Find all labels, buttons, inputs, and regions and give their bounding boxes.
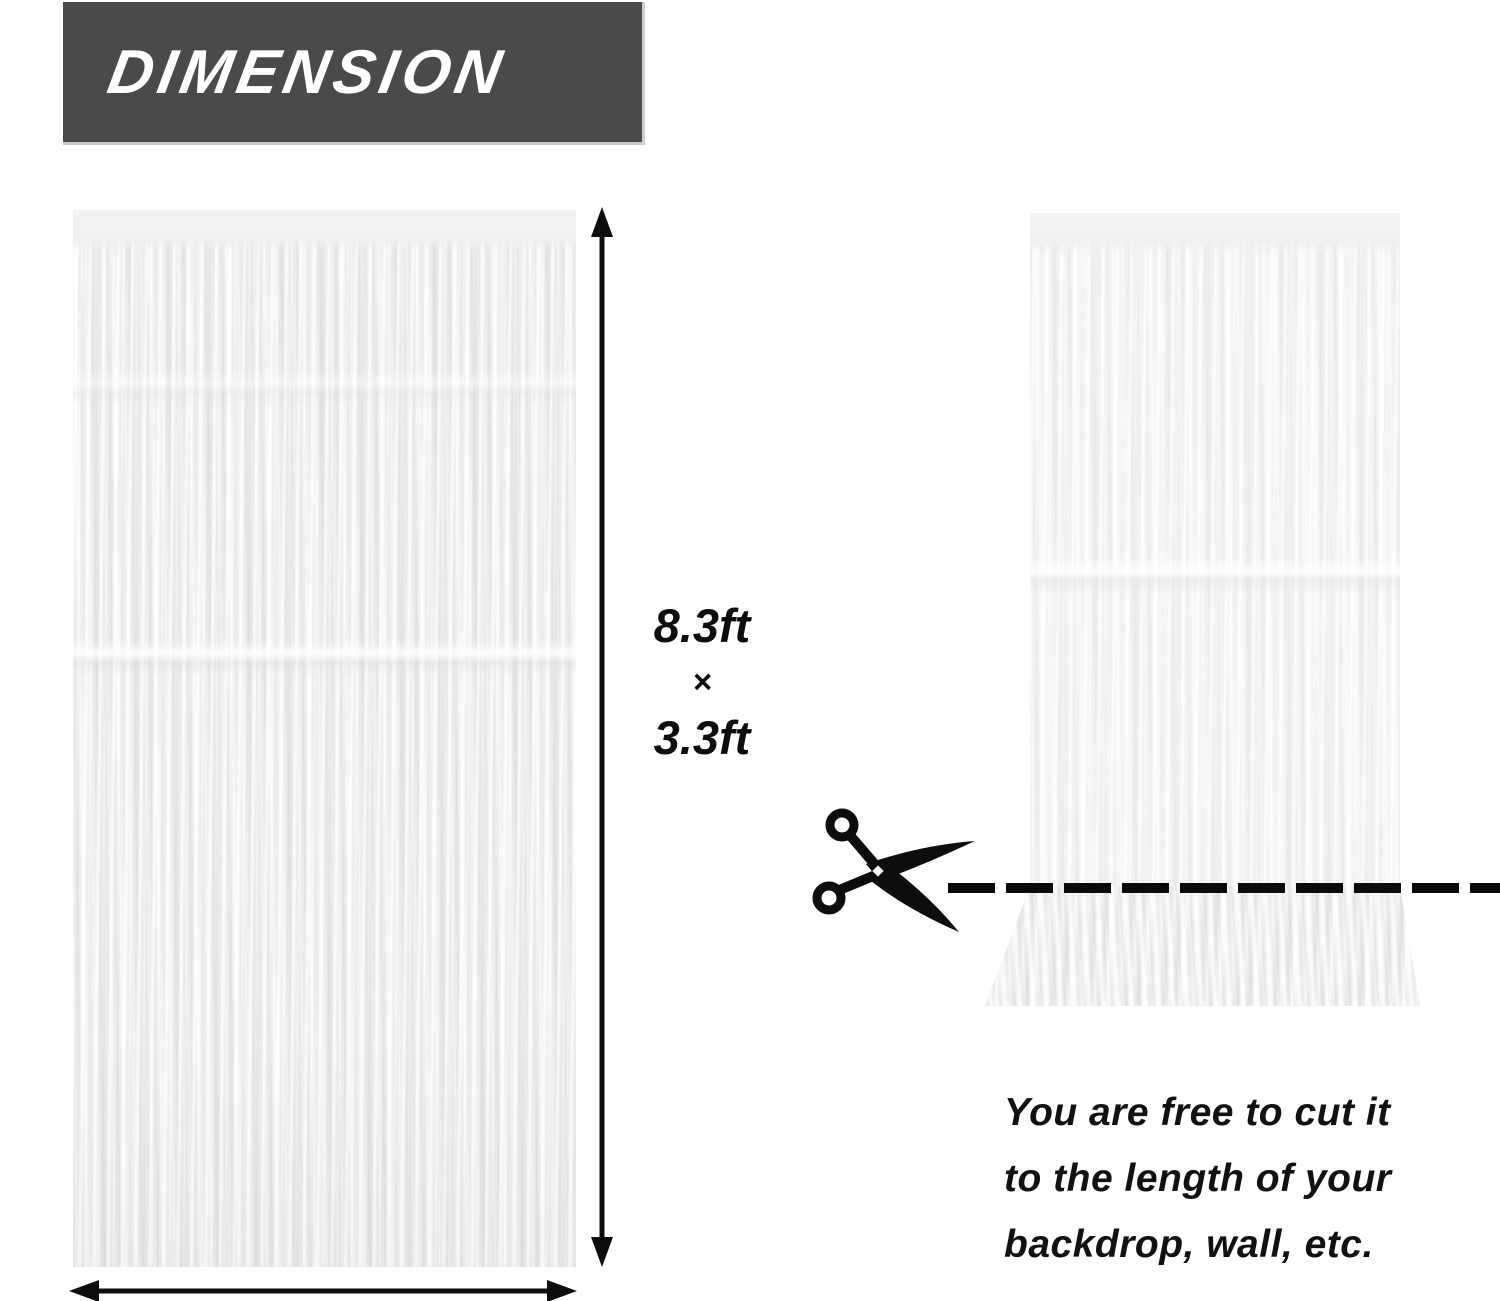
height-value: 8.3ft <box>653 599 751 652</box>
full-curtain-image <box>73 210 576 1267</box>
size-annotation: 8.3ft × 3.3ft <box>617 598 787 766</box>
cut-curtain-image <box>1030 213 1400 890</box>
cut-curtain-skirt-texture <box>985 886 1420 1006</box>
curtain-header-band <box>1030 213 1400 255</box>
curtain-crease <box>73 370 576 406</box>
cut-note: You are free to cut it to the length of … <box>1004 1080 1494 1278</box>
multiplication-sign: × <box>692 663 712 700</box>
cut-note-line: You are free to cut it <box>1004 1091 1391 1134</box>
curtain-header-band <box>73 210 576 252</box>
scissors-icon <box>812 808 975 932</box>
height-arrow-icon <box>591 207 613 1267</box>
width-arrow-icon <box>69 1280 577 1301</box>
width-value: 3.3ft <box>653 711 751 764</box>
cut-curtain-skirt <box>985 886 1420 1006</box>
curtain-crease <box>73 640 576 676</box>
banner-title: DIMENSION <box>102 37 512 107</box>
curtain-crease <box>1030 558 1400 594</box>
dashed-cut-line <box>948 883 1500 893</box>
banner: DIMENSION <box>63 2 645 145</box>
curtain-bottom-shade <box>73 1027 576 1267</box>
cut-note-line: backdrop, wall, etc. <box>1004 1223 1374 1266</box>
curtain-sheen <box>1030 213 1400 890</box>
cut-note-line: to the length of your <box>1004 1157 1392 1200</box>
